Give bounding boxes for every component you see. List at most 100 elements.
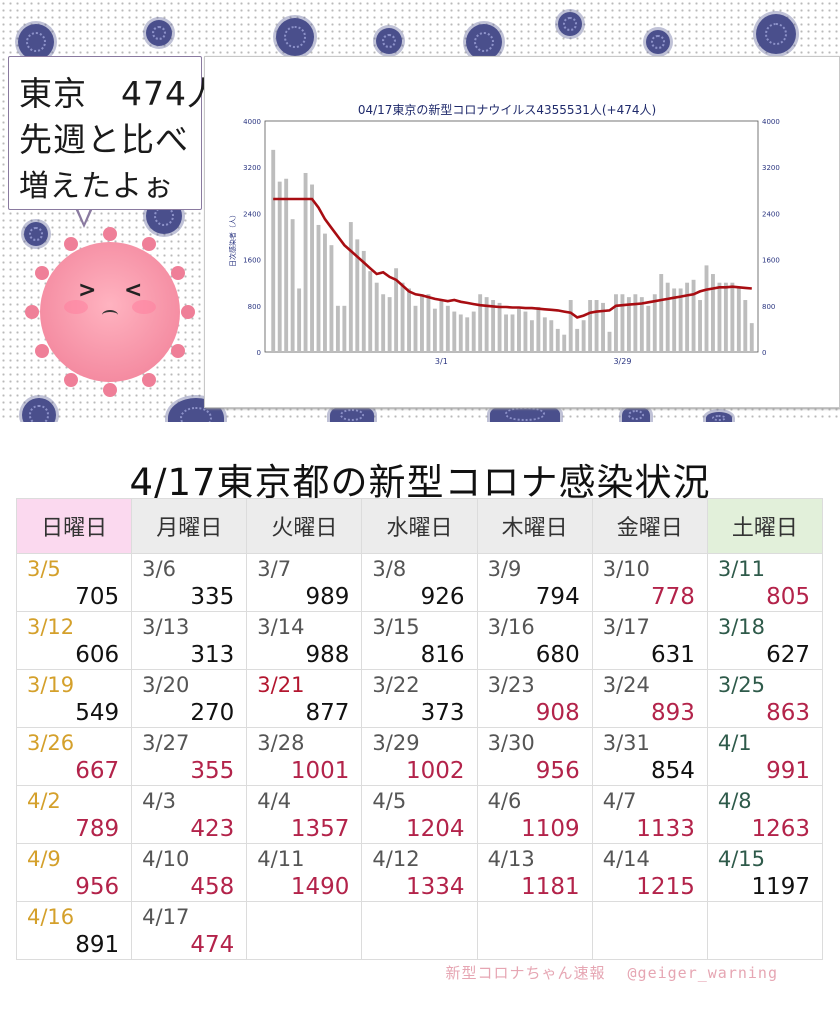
cell-cases: 908 bbox=[535, 700, 580, 726]
cell-date: 4/1 bbox=[717, 731, 752, 755]
cell-date: 4/17 bbox=[142, 905, 190, 929]
bar bbox=[555, 328, 560, 352]
cell-cases: 778 bbox=[650, 584, 695, 610]
bar bbox=[672, 288, 677, 352]
day-cell: 4/8 1263 bbox=[706, 785, 824, 844]
chart-title: 04/17東京の新型コロナウイルス4355531人(+474人) bbox=[358, 102, 656, 117]
bar bbox=[361, 250, 366, 352]
mascot-spike bbox=[103, 383, 117, 397]
x-tick-label: 3/29 bbox=[613, 357, 631, 366]
bar bbox=[523, 311, 528, 352]
footer-source: 新型コロナちゃん速報 bbox=[445, 964, 606, 982]
cell-cases: 1215 bbox=[636, 874, 695, 900]
x-tick-label: 3/1 bbox=[435, 357, 448, 366]
bar bbox=[303, 172, 308, 352]
day-cell: 3/17 631 bbox=[591, 611, 708, 670]
cell-date: 3/16 bbox=[487, 615, 535, 639]
bar bbox=[698, 300, 702, 352]
bar bbox=[465, 317, 470, 352]
bar bbox=[426, 294, 431, 352]
day-cell: 3/19 549 bbox=[15, 669, 133, 728]
bar bbox=[420, 294, 424, 352]
weekday-header: 土曜日 bbox=[706, 498, 824, 554]
cell-cases: 794 bbox=[535, 584, 580, 610]
cell-date: 3/7 bbox=[257, 557, 292, 581]
cell-cases: 705 bbox=[75, 584, 120, 610]
bar bbox=[549, 320, 554, 352]
cell-date: 3/19 bbox=[27, 673, 75, 697]
bar bbox=[594, 300, 599, 352]
cell-cases: 877 bbox=[305, 700, 350, 726]
cell-date: 3/5 bbox=[27, 557, 61, 581]
cell-date: 4/9 bbox=[27, 847, 61, 871]
mascot-body: > < bbox=[40, 242, 180, 382]
bar bbox=[297, 288, 302, 352]
cell-date: 3/23 bbox=[487, 673, 535, 697]
bar bbox=[335, 305, 340, 352]
y-tick-label: 3200 bbox=[243, 164, 261, 172]
cell-date: 3/24 bbox=[602, 673, 650, 697]
day-cell: 4/2 789 bbox=[15, 785, 133, 844]
day-cell: 3/21 877 bbox=[246, 669, 363, 728]
bar bbox=[730, 282, 735, 352]
cell-date: 3/31 bbox=[602, 731, 650, 755]
mascot-cheek-right bbox=[132, 300, 156, 314]
day-cell: 3/13 313 bbox=[131, 611, 248, 670]
cell-date: 4/14 bbox=[602, 847, 650, 871]
virus-icon bbox=[646, 30, 670, 54]
cell-cases: 805 bbox=[766, 584, 810, 610]
bar bbox=[517, 308, 521, 352]
cell-date: 3/12 bbox=[27, 615, 75, 639]
bar bbox=[277, 181, 282, 352]
day-cell: 4/7 1133 bbox=[591, 785, 708, 844]
cell-cases: 893 bbox=[650, 700, 695, 726]
bar bbox=[374, 282, 379, 352]
day-cell: 3/5 705 bbox=[15, 553, 133, 612]
y-tick-label: 800 bbox=[762, 303, 775, 311]
day-cell: 4/9 956 bbox=[15, 843, 133, 902]
mascot-eye-right: < bbox=[124, 278, 143, 303]
day-cell: 4/15 1197 bbox=[706, 843, 824, 902]
virus-icon bbox=[18, 24, 54, 60]
cell-cases: 1197 bbox=[751, 874, 810, 900]
bar bbox=[323, 233, 327, 352]
day-cell: 3/27 355 bbox=[131, 727, 248, 786]
day-cell: 4/13 1181 bbox=[476, 843, 593, 902]
cell-cases: 458 bbox=[190, 874, 235, 900]
bar bbox=[432, 308, 437, 352]
cell-date: 3/8 bbox=[372, 557, 407, 581]
cell-cases: 956 bbox=[75, 874, 120, 900]
cell-date: 4/8 bbox=[717, 789, 752, 813]
y-tick-label: 2400 bbox=[243, 210, 261, 218]
weekday-header: 水曜日 bbox=[361, 498, 478, 554]
cell-cases: 313 bbox=[190, 642, 235, 668]
bar bbox=[329, 245, 334, 352]
cell-cases: 606 bbox=[75, 642, 120, 668]
cell-cases: 1204 bbox=[406, 816, 465, 842]
cell-date: 4/7 bbox=[602, 789, 637, 813]
cell-cases: 1133 bbox=[636, 816, 695, 842]
bar bbox=[678, 288, 683, 352]
bar bbox=[614, 294, 618, 352]
virus-icon bbox=[756, 14, 796, 54]
day-cell: 4/6 1109 bbox=[476, 785, 593, 844]
day-cell: 4/12 1334 bbox=[361, 843, 478, 902]
bar bbox=[711, 274, 715, 352]
virus-icon bbox=[24, 222, 48, 246]
table-row: 3/5 705 3/6 335 3/7 989 3/8 926 3/9 794 3/10 778 3/1… bbox=[15, 553, 824, 612]
weekday-header: 日曜日 bbox=[15, 498, 133, 554]
cell-date: 3/15 bbox=[372, 615, 420, 639]
y-tick-label: 800 bbox=[248, 303, 261, 311]
bar bbox=[342, 305, 347, 352]
table-title: 4/17東京都の新型コロナ感染状況 bbox=[129, 461, 711, 504]
bar bbox=[484, 297, 489, 352]
virus-icon bbox=[276, 18, 314, 56]
day-cell: 3/7 989 bbox=[246, 553, 363, 612]
mascot-spike bbox=[142, 372, 156, 387]
cell-cases: 988 bbox=[305, 642, 350, 668]
cell-date: 3/26 bbox=[27, 731, 75, 755]
cell-date: 4/6 bbox=[487, 789, 522, 813]
cell-cases: 854 bbox=[650, 758, 695, 784]
cell-cases: 891 bbox=[75, 932, 120, 958]
day-cell: 3/31 854 bbox=[591, 727, 708, 786]
